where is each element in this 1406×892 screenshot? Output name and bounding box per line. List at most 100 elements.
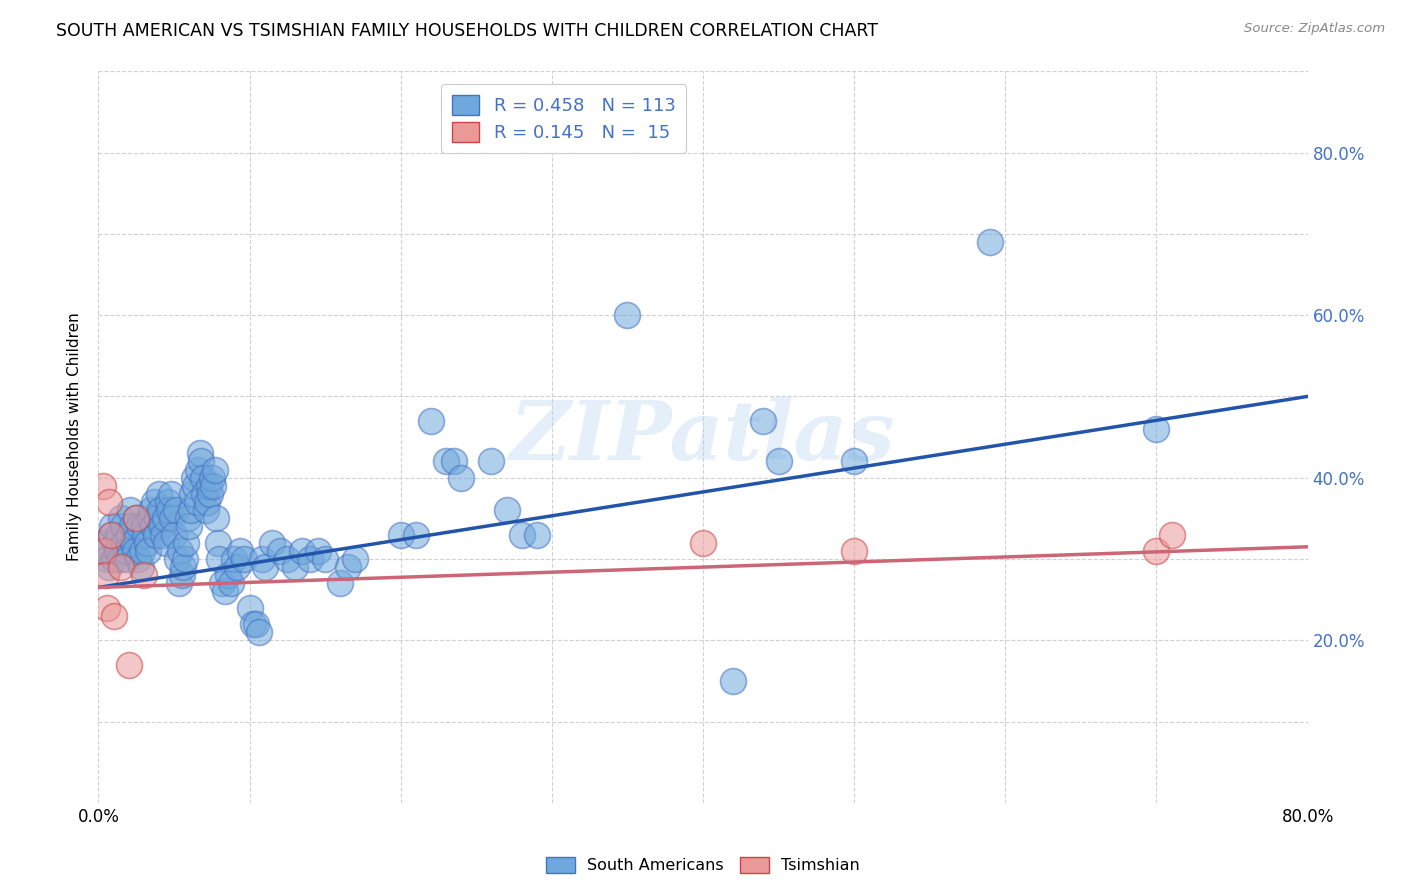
Point bbox=[389, 527, 412, 541]
Point bbox=[128, 519, 150, 533]
Point bbox=[104, 535, 127, 549]
Point bbox=[146, 511, 169, 525]
Point bbox=[269, 544, 291, 558]
Point bbox=[145, 527, 167, 541]
Point bbox=[176, 511, 198, 525]
Point bbox=[224, 552, 246, 566]
Point bbox=[132, 568, 155, 582]
Point bbox=[344, 552, 367, 566]
Point bbox=[122, 535, 145, 549]
Point bbox=[245, 617, 267, 632]
Text: SOUTH AMERICAN VS TSIMSHIAN FAMILY HOUSEHOLDS WITH CHILDREN CORRELATION CHART: SOUTH AMERICAN VS TSIMSHIAN FAMILY HOUSE… bbox=[56, 22, 879, 40]
Point bbox=[191, 471, 214, 485]
Point bbox=[979, 235, 1001, 249]
Point bbox=[139, 511, 162, 525]
Point bbox=[247, 625, 270, 640]
Point bbox=[188, 446, 211, 460]
Point bbox=[314, 552, 336, 566]
Point bbox=[174, 535, 197, 549]
Point bbox=[131, 544, 153, 558]
Y-axis label: Family Households with Children: Family Households with Children bbox=[67, 313, 83, 561]
Text: Source: ZipAtlas.com: Source: ZipAtlas.com bbox=[1244, 22, 1385, 36]
Point bbox=[201, 471, 224, 485]
Point bbox=[217, 568, 239, 582]
Point bbox=[405, 527, 427, 541]
Point bbox=[187, 462, 209, 476]
Point bbox=[481, 454, 503, 468]
Point bbox=[115, 552, 138, 566]
Point bbox=[179, 519, 201, 533]
Point bbox=[166, 552, 188, 566]
Point bbox=[152, 527, 174, 541]
Point bbox=[132, 519, 155, 533]
Point bbox=[91, 535, 114, 549]
Point bbox=[103, 552, 125, 566]
Point bbox=[1160, 527, 1182, 541]
Point bbox=[186, 495, 208, 509]
Point bbox=[91, 479, 114, 493]
Point bbox=[195, 495, 218, 509]
Point bbox=[100, 527, 122, 541]
Point bbox=[96, 600, 118, 615]
Point bbox=[723, 673, 745, 688]
Point bbox=[118, 657, 141, 672]
Point bbox=[184, 479, 207, 493]
Point bbox=[98, 560, 121, 574]
Point bbox=[526, 527, 548, 541]
Point bbox=[197, 479, 219, 493]
Point bbox=[207, 535, 229, 549]
Point bbox=[239, 600, 262, 615]
Point bbox=[242, 617, 264, 632]
Point bbox=[110, 511, 132, 525]
Point bbox=[307, 544, 329, 558]
Point bbox=[194, 503, 217, 517]
Point bbox=[844, 544, 866, 558]
Point bbox=[204, 462, 226, 476]
Point bbox=[173, 552, 195, 566]
Point bbox=[110, 560, 132, 574]
Point bbox=[112, 535, 135, 549]
Point bbox=[156, 495, 179, 509]
Point bbox=[125, 511, 148, 525]
Point bbox=[510, 527, 533, 541]
Point bbox=[844, 454, 866, 468]
Point bbox=[170, 568, 193, 582]
Point bbox=[159, 503, 181, 517]
Point bbox=[205, 511, 228, 525]
Text: ZIPatlas: ZIPatlas bbox=[510, 397, 896, 477]
Point bbox=[121, 519, 143, 533]
Point bbox=[149, 503, 172, 517]
Point bbox=[193, 487, 215, 501]
Point bbox=[291, 544, 314, 558]
Point bbox=[129, 560, 152, 574]
Point bbox=[93, 544, 115, 558]
Point bbox=[134, 527, 156, 541]
Point bbox=[124, 544, 146, 558]
Point bbox=[135, 535, 157, 549]
Point bbox=[692, 535, 714, 549]
Point bbox=[180, 503, 202, 517]
Point bbox=[211, 576, 233, 591]
Point bbox=[94, 544, 117, 558]
Point bbox=[253, 560, 276, 574]
Point bbox=[136, 544, 159, 558]
Point bbox=[118, 527, 141, 541]
Point bbox=[114, 544, 136, 558]
Point bbox=[141, 503, 163, 517]
Point bbox=[125, 511, 148, 525]
Point bbox=[148, 487, 170, 501]
Point bbox=[160, 487, 183, 501]
Point bbox=[153, 511, 176, 525]
Point bbox=[107, 527, 129, 541]
Point bbox=[94, 568, 117, 582]
Point bbox=[96, 552, 118, 566]
Point bbox=[284, 560, 307, 574]
Point bbox=[190, 454, 212, 468]
Point bbox=[143, 495, 166, 509]
Point bbox=[299, 552, 322, 566]
Point bbox=[155, 535, 177, 549]
Point bbox=[226, 560, 249, 574]
Point bbox=[616, 308, 638, 322]
Point bbox=[200, 487, 222, 501]
Point bbox=[329, 576, 352, 591]
